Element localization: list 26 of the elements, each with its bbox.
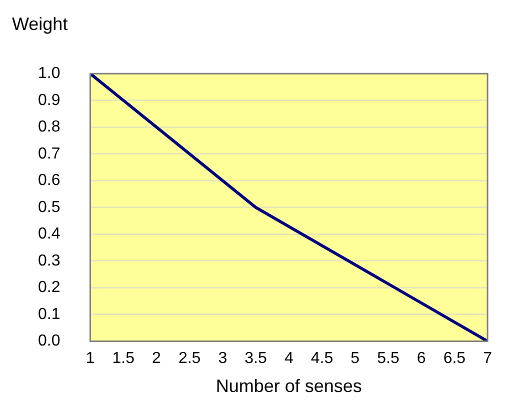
x-tick-label: 2 xyxy=(152,350,162,368)
x-tick-label: 7 xyxy=(483,350,492,368)
x-tick-label: 4 xyxy=(284,350,294,368)
y-tick-label: 0.8 xyxy=(38,118,60,136)
x-tick-label: 2.5 xyxy=(178,350,201,368)
y-tick-label: 0.2 xyxy=(38,279,60,296)
y-tick-label: 0.4 xyxy=(38,226,60,243)
y-axis-title: Weight xyxy=(12,14,69,34)
y-tick-label: 0.5 xyxy=(38,198,60,216)
x-tick-label: 6 xyxy=(416,350,426,368)
y-tick-label: 0.6 xyxy=(38,172,60,190)
x-tick-label: 5 xyxy=(350,350,360,368)
x-tick-label: 5.5 xyxy=(377,350,400,368)
x-tick-label: 6.5 xyxy=(443,350,466,368)
x-tick-label: 1 xyxy=(86,350,95,368)
y-tick-label: 0.7 xyxy=(38,145,60,162)
x-tick-label: 1.5 xyxy=(112,350,135,368)
y-tick-label: 0.1 xyxy=(38,306,60,323)
x-tick-label: 4.5 xyxy=(310,350,334,368)
x-axis-title: Number of senses xyxy=(216,376,362,396)
y-tick-label: 0.9 xyxy=(38,92,60,109)
y-tick-label: 0.0 xyxy=(38,332,60,350)
x-tick-label: 3 xyxy=(218,350,228,368)
y-tick-label: 1.0 xyxy=(38,65,60,82)
x-tick-label: 3.5 xyxy=(244,350,268,368)
y-tick-label: 0.3 xyxy=(38,252,60,270)
